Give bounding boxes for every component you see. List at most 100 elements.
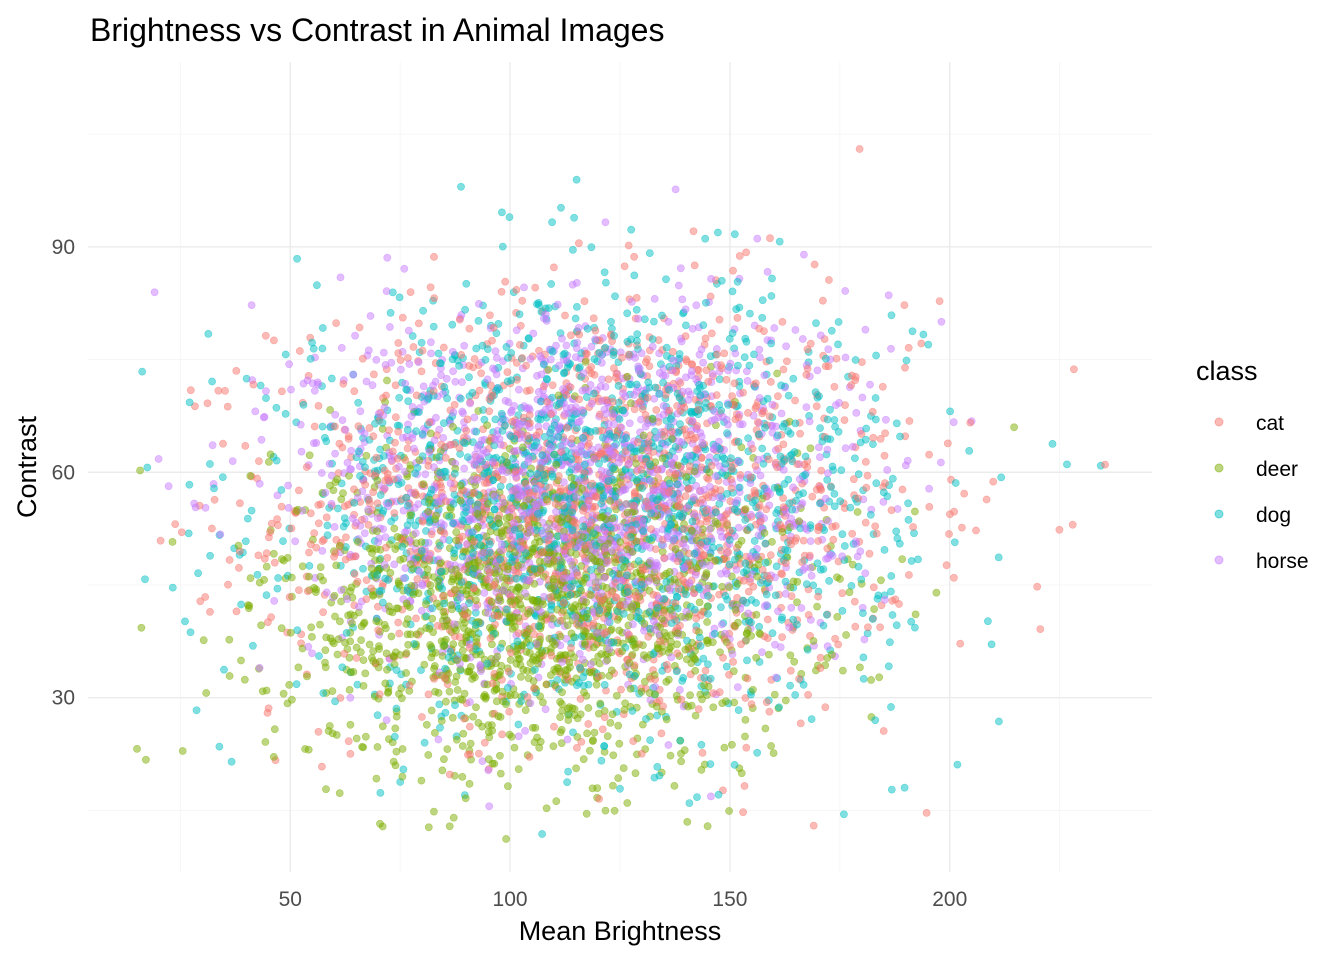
point-cat bbox=[819, 296, 827, 305]
point-deer bbox=[277, 624, 286, 633]
point-horse bbox=[569, 443, 578, 452]
point-cat bbox=[591, 326, 600, 335]
point-cat bbox=[336, 694, 345, 702]
point-dog bbox=[582, 393, 591, 401]
point-dog bbox=[771, 591, 780, 600]
point-deer bbox=[691, 711, 700, 720]
point-horse bbox=[317, 469, 326, 477]
point-dog bbox=[706, 674, 715, 683]
point-horse bbox=[358, 487, 367, 496]
point-dog bbox=[723, 429, 731, 438]
point-cat bbox=[1068, 520, 1077, 529]
point-cat bbox=[871, 522, 880, 531]
point-cat bbox=[804, 691, 812, 699]
point-cat bbox=[869, 583, 878, 592]
point-cat bbox=[556, 616, 565, 625]
point-deer bbox=[386, 569, 395, 577]
point-deer bbox=[741, 505, 750, 513]
point-deer bbox=[452, 528, 461, 537]
point-cat bbox=[881, 479, 889, 487]
point-cat bbox=[465, 722, 474, 731]
point-cat bbox=[277, 502, 286, 511]
point-cat bbox=[863, 471, 872, 480]
point-horse bbox=[387, 358, 396, 367]
point-cat bbox=[501, 277, 510, 286]
point-dog bbox=[822, 354, 830, 363]
point-cat bbox=[704, 377, 713, 386]
point-deer bbox=[703, 602, 712, 611]
point-dog bbox=[987, 640, 996, 649]
point-cat bbox=[294, 486, 303, 495]
point-dog bbox=[645, 249, 654, 257]
point-cat bbox=[595, 795, 603, 803]
point-deer bbox=[530, 738, 539, 746]
point-cat bbox=[817, 466, 826, 475]
point-cat bbox=[604, 375, 613, 384]
point-cat bbox=[815, 481, 824, 490]
point-deer bbox=[790, 657, 799, 666]
point-deer bbox=[572, 764, 580, 773]
point-cat bbox=[808, 492, 817, 501]
point-cat bbox=[821, 362, 830, 371]
point-horse bbox=[285, 360, 293, 369]
point-dog bbox=[862, 424, 871, 433]
point-cat bbox=[901, 363, 909, 372]
point-deer bbox=[703, 822, 712, 831]
point-cat bbox=[210, 495, 219, 504]
point-cat bbox=[1036, 625, 1045, 633]
point-dog bbox=[342, 629, 351, 637]
point-dog bbox=[181, 617, 189, 626]
point-cat bbox=[177, 528, 186, 537]
point-cat bbox=[763, 615, 772, 624]
point-horse bbox=[491, 435, 500, 444]
point-horse bbox=[655, 369, 664, 377]
point-dog bbox=[465, 373, 473, 382]
point-horse bbox=[228, 457, 237, 465]
point-cat bbox=[942, 561, 951, 570]
point-deer bbox=[178, 747, 187, 755]
point-horse bbox=[514, 732, 523, 741]
point-deer bbox=[443, 745, 452, 753]
point-horse bbox=[297, 447, 306, 456]
point-horse bbox=[816, 331, 825, 340]
point-horse bbox=[663, 532, 672, 541]
point-horse bbox=[336, 273, 345, 282]
point-dog bbox=[403, 521, 412, 530]
point-deer bbox=[558, 706, 567, 715]
point-horse bbox=[411, 529, 420, 537]
point-dog bbox=[900, 783, 909, 792]
point-dog bbox=[746, 309, 754, 318]
point-dog bbox=[777, 615, 786, 624]
point-dog bbox=[767, 339, 776, 348]
point-horse bbox=[634, 314, 643, 323]
point-dog bbox=[672, 593, 681, 601]
point-deer bbox=[529, 677, 538, 685]
point-dog bbox=[872, 479, 881, 488]
point-horse bbox=[430, 463, 438, 472]
point-deer bbox=[474, 522, 482, 531]
point-cat bbox=[455, 315, 464, 324]
point-deer bbox=[402, 649, 411, 657]
point-dog bbox=[192, 706, 201, 715]
point-cat bbox=[270, 558, 279, 567]
point-deer bbox=[406, 630, 415, 639]
point-deer bbox=[683, 818, 692, 826]
point-dog bbox=[822, 610, 831, 619]
point-deer bbox=[689, 652, 697, 661]
point-dog bbox=[436, 568, 445, 576]
point-deer bbox=[741, 716, 750, 724]
point-cat bbox=[306, 540, 315, 549]
point-dog bbox=[694, 583, 703, 592]
point-deer bbox=[136, 466, 144, 475]
point-deer bbox=[365, 640, 374, 649]
point-deer bbox=[567, 629, 576, 638]
point-dog bbox=[786, 429, 795, 438]
point-dog bbox=[827, 483, 835, 491]
point-cat bbox=[395, 629, 404, 638]
point-cat bbox=[561, 311, 569, 320]
point-dog bbox=[623, 571, 631, 580]
point-dog bbox=[560, 349, 569, 358]
point-dog bbox=[305, 562, 314, 570]
point-cat bbox=[486, 381, 495, 390]
point-dog bbox=[838, 607, 847, 615]
